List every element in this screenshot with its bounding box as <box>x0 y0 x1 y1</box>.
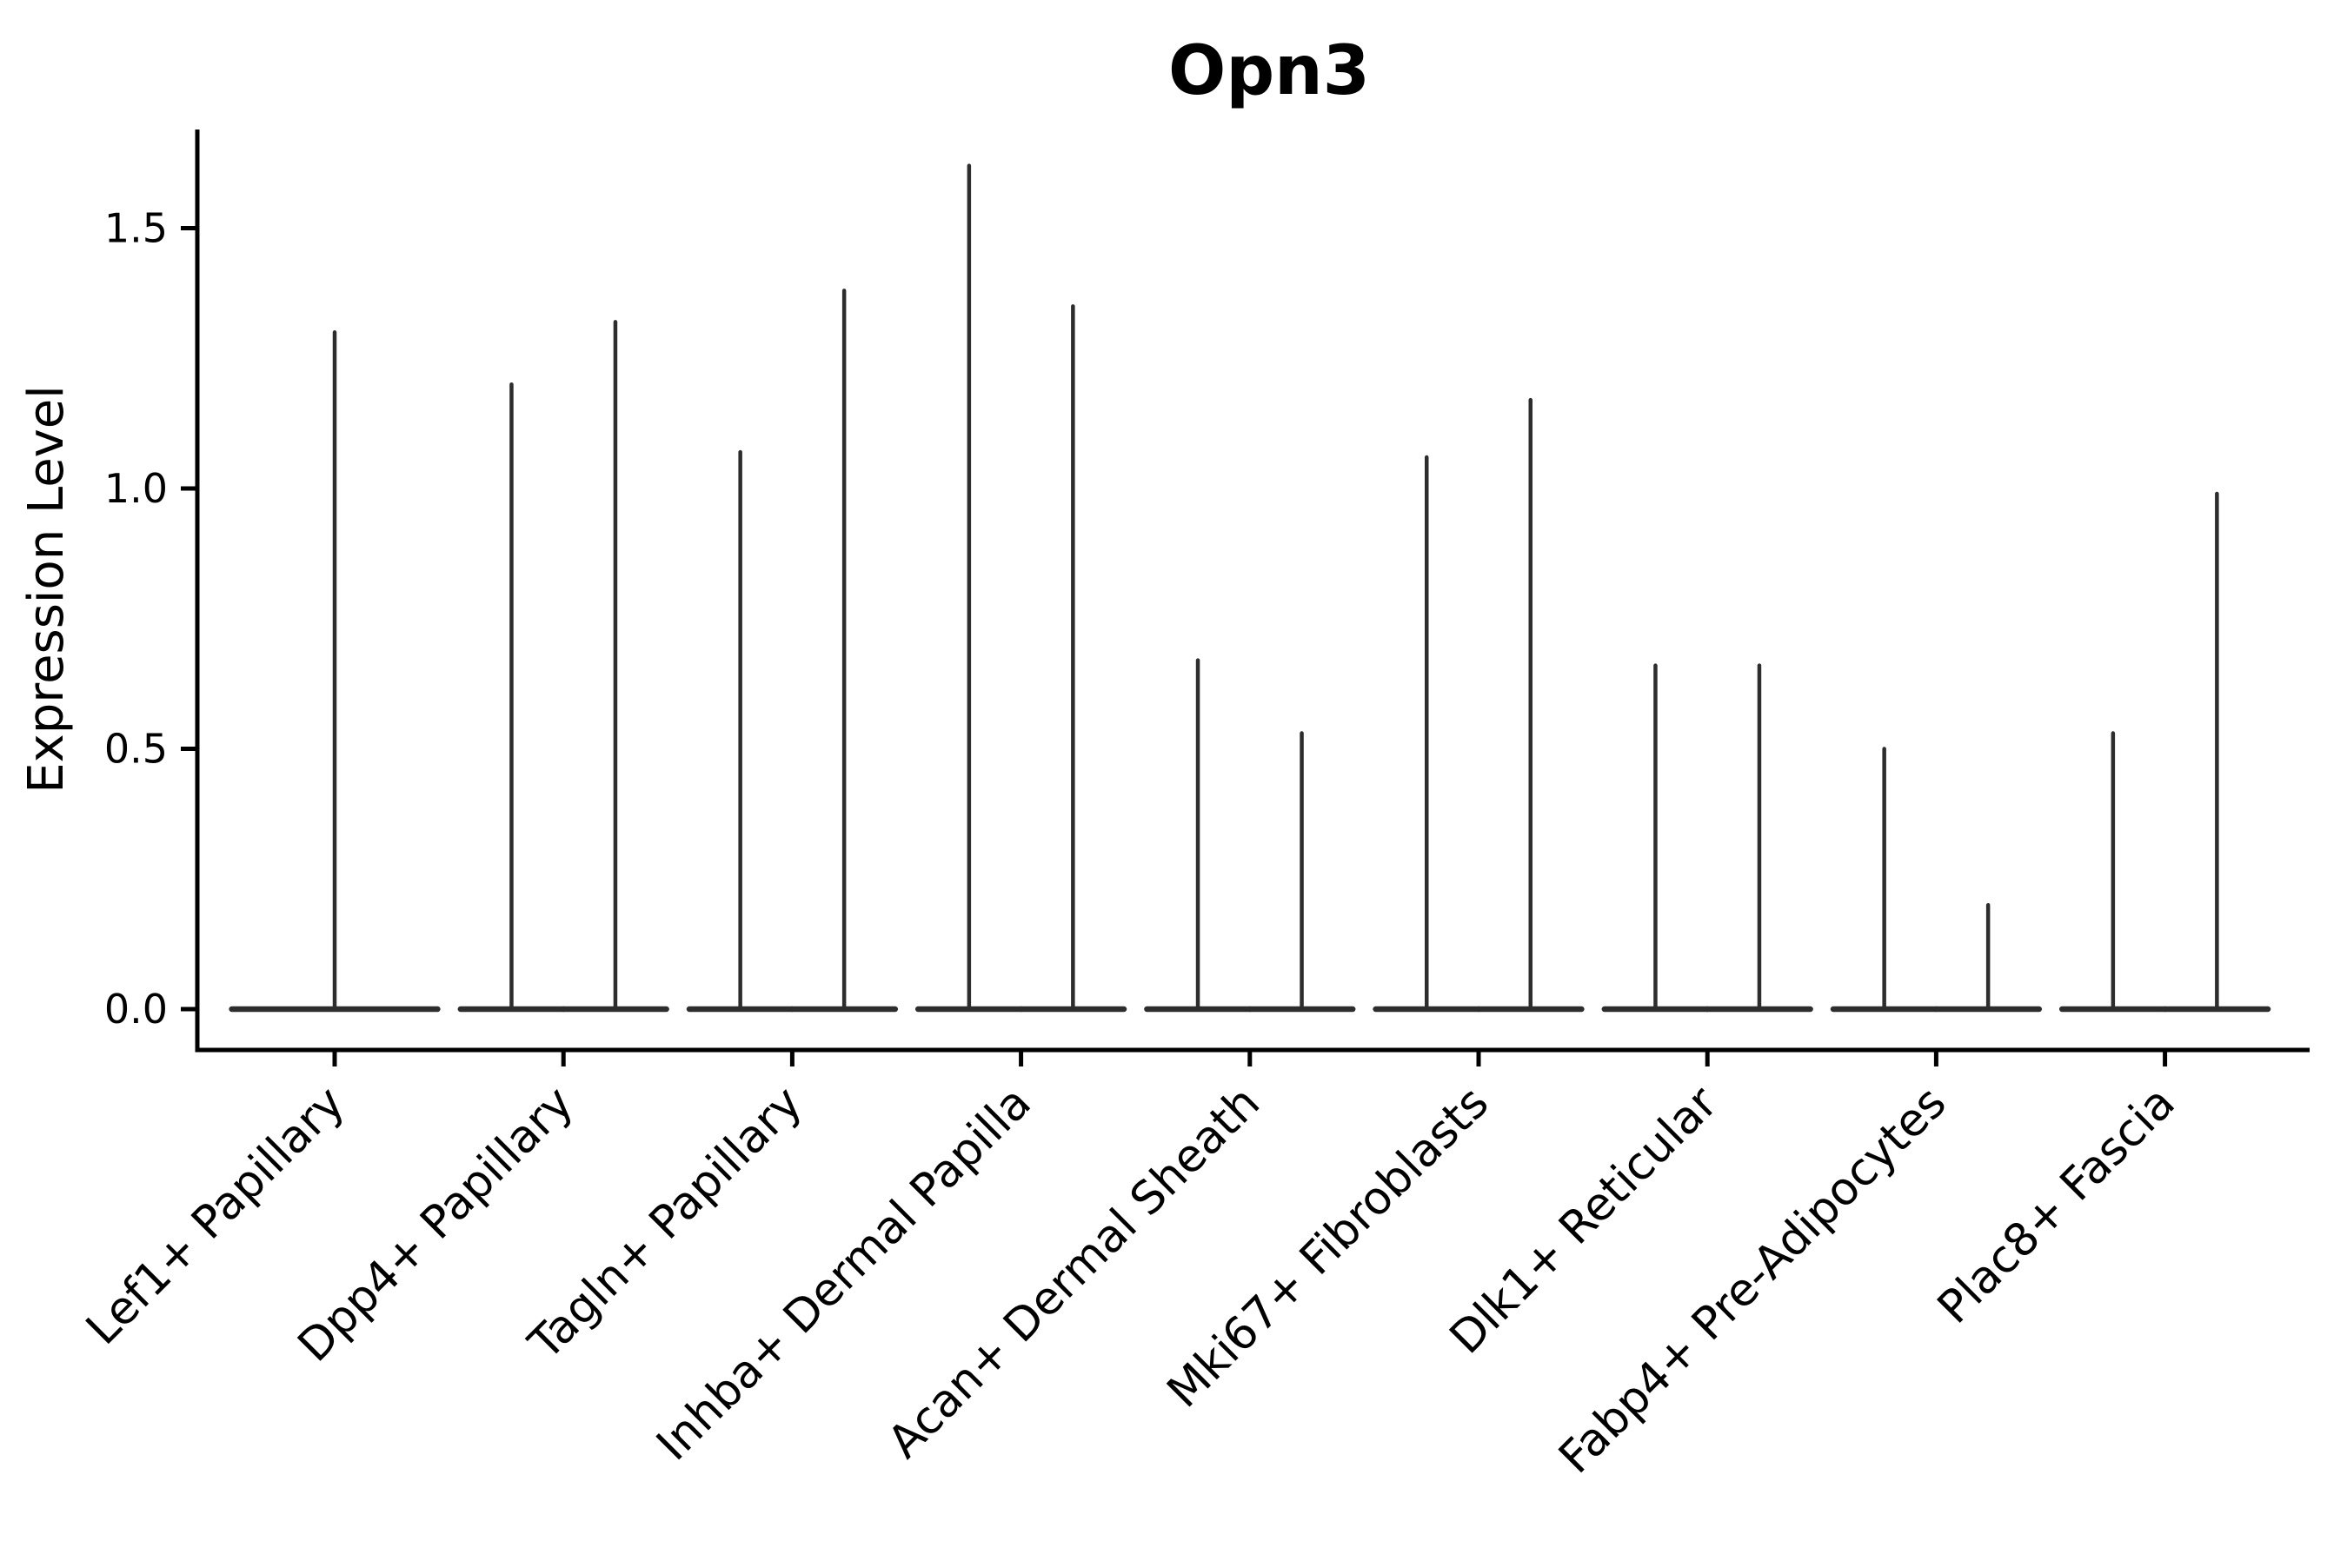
y-tick-label: 0.5 <box>104 726 168 773</box>
violins-layer <box>229 163 2271 1013</box>
y-tick-label: 0.0 <box>104 986 168 1033</box>
x-tick-label: Inhba+ Dermal Papilla <box>647 1077 1041 1471</box>
y-axis-label: Expression Level <box>18 385 75 794</box>
x-tick-label: Fabp4+ Pre-Adipocytes <box>1549 1077 1956 1484</box>
x-tick-label: Plac8+ Fascia <box>1928 1077 2185 1334</box>
y-tick-label: 1.5 <box>104 205 168 252</box>
y-tick-label: 1.0 <box>104 465 168 512</box>
x-tick-label: Acan+ Dermal Sheath <box>878 1077 1270 1469</box>
chart-title: Opn3 <box>1168 32 1370 110</box>
